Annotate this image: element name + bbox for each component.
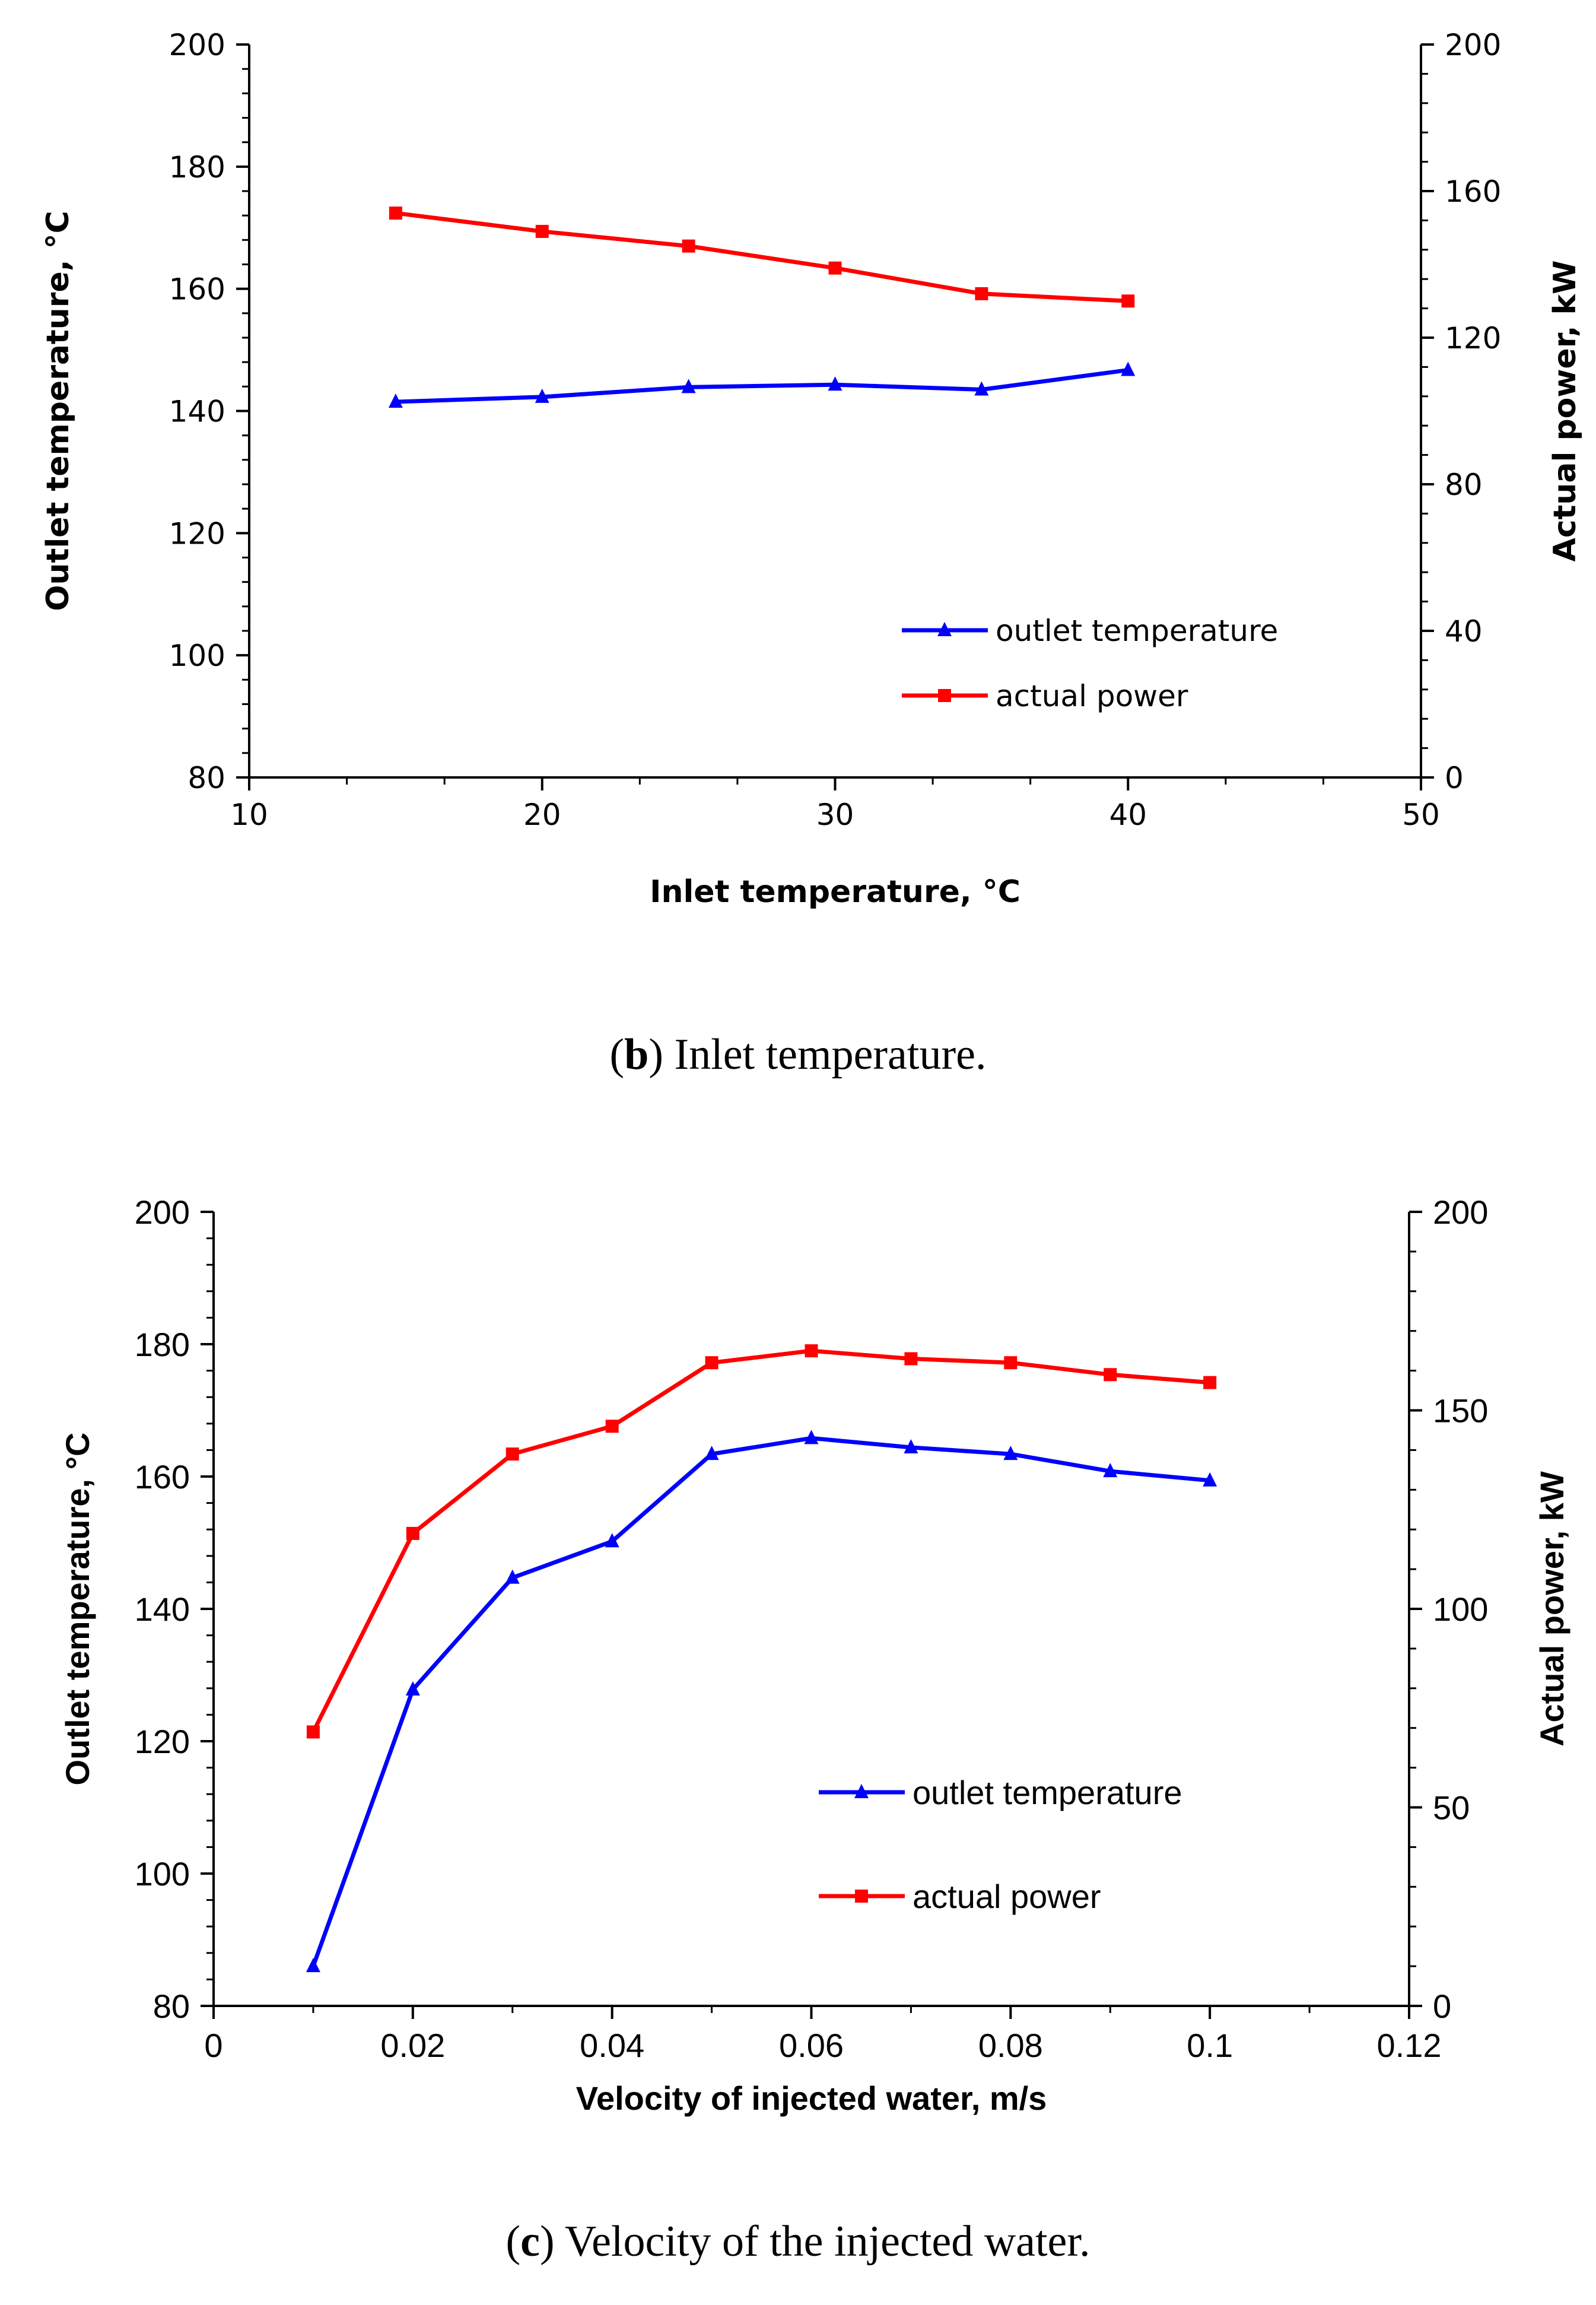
legend-marker-outlet-temperature <box>937 622 952 636</box>
y-right-tick-label: 50 <box>1433 1789 1470 1827</box>
x-tick-label: 40 <box>1109 798 1147 832</box>
point-actual-power <box>1121 294 1135 308</box>
x-tick-label: 0.12 <box>1377 2027 1442 2064</box>
y-right-tick-label: 160 <box>1445 174 1501 209</box>
y-left-tick-label: 80 <box>187 761 225 795</box>
y-left-tick-label: 160 <box>135 1458 190 1496</box>
point-outlet-temperature <box>828 376 842 391</box>
point-actual-power <box>605 1420 619 1433</box>
y-right-tick-label: 150 <box>1433 1392 1488 1430</box>
point-actual-power <box>505 1447 519 1461</box>
point-actual-power <box>306 1725 320 1739</box>
x-tick-label: 0 <box>204 2027 222 2064</box>
legend-label-actual-power: actual power <box>996 679 1188 713</box>
y-left-tick-label: 120 <box>169 516 225 551</box>
y-left-tick-label: 120 <box>135 1723 190 1760</box>
caption-c: (c) Velocity of the injected water. <box>505 2217 1091 2266</box>
point-actual-power <box>805 1344 818 1358</box>
y-left-tick-label: 180 <box>169 150 225 185</box>
point-actual-power <box>904 1352 918 1366</box>
chart-b: 10 20 30 40 50 80 100 120 140 160 180 200 0 40 80 120 16… <box>40 28 1583 910</box>
y-axis-label-left: Outlet temperature, °C <box>40 211 76 611</box>
point-actual-power <box>1004 1356 1018 1370</box>
x-tick-label: 0.1 <box>1187 2027 1233 2064</box>
point-outlet-temperature <box>681 379 696 393</box>
x-axis-label: Velocity of injected water, m/s <box>576 2079 1047 2117</box>
point-actual-power <box>1104 1368 1117 1382</box>
point-outlet-temperature <box>974 381 989 396</box>
point-actual-power <box>406 1526 419 1540</box>
y-right-tick-label: 200 <box>1433 1193 1488 1231</box>
y-axis-label-right: Actual power, kW <box>1533 1471 1570 1747</box>
point-outlet-temperature <box>1203 1472 1217 1487</box>
y-right-tick-label: 100 <box>1433 1590 1488 1628</box>
point-outlet-temperature <box>505 1569 520 1584</box>
y-left-tick-label: 140 <box>169 395 225 429</box>
point-outlet-temperature <box>306 1958 320 1973</box>
x-tick-label: 0.08 <box>978 2027 1043 2064</box>
point-outlet-temperature <box>535 388 549 403</box>
y-left-tick-label: 180 <box>135 1326 190 1363</box>
y-right-tick-label: 40 <box>1445 614 1483 649</box>
chart-c: 0 0.02 0.04 0.06 0.08 0.1 0.12 80 100 120 140 160 18… <box>59 1193 1570 2117</box>
x-tick-label: 0.04 <box>580 2027 644 2064</box>
point-actual-power <box>1203 1376 1217 1389</box>
y-right-tick-label: 120 <box>1445 321 1501 355</box>
caption-b-text: Inlet temperature. <box>663 1030 987 1079</box>
y-axis-label-left: Outlet temperature, °C <box>59 1433 96 1786</box>
series-line-outlet-temperature <box>311 1436 1210 1967</box>
point-actual-power <box>682 239 695 253</box>
legend-marker-actual-power <box>855 1890 868 1903</box>
y-right-tick-label: 200 <box>1445 28 1501 62</box>
y-left-tick-label: 160 <box>169 272 225 307</box>
point-outlet-temperature <box>704 1446 719 1461</box>
point-actual-power <box>535 224 549 238</box>
point-actual-power <box>705 1356 718 1370</box>
legend-label-actual-power: actual power <box>913 1878 1101 1915</box>
y-left-tick-label: 80 <box>153 1987 190 2025</box>
point-actual-power <box>389 207 402 220</box>
x-tick-label: 50 <box>1402 798 1440 832</box>
legend-marker-actual-power <box>938 689 951 702</box>
caption-b: (b) Inlet temperature. <box>609 1030 987 1079</box>
y-right-tick-label: 0 <box>1445 761 1464 795</box>
y-right-tick-label: 80 <box>1445 468 1483 502</box>
series-line-outlet-temperature <box>395 368 1128 404</box>
y-axis-label-right: Actual power, kW <box>1547 260 1583 561</box>
legend-label-outlet-temperature: outlet temperature <box>996 614 1278 648</box>
x-axis-label: Inlet temperature, °C <box>650 874 1020 910</box>
caption-c-label: c <box>520 2217 541 2266</box>
x-tick-label: 20 <box>523 798 561 832</box>
x-tick-label: 0.02 <box>380 2027 445 2064</box>
caption-b-label: b <box>624 1030 649 1079</box>
point-outlet-temperature <box>1121 361 1136 376</box>
x-tick-label: 30 <box>816 798 854 832</box>
legend-marker-outlet-temperature <box>854 1784 869 1798</box>
y-right-tick-label: 0 <box>1433 1987 1451 2025</box>
y-left-tick-label: 200 <box>135 1193 190 1231</box>
point-outlet-temperature <box>804 1430 819 1444</box>
caption-c-text: Velocity of the injected water. <box>554 2217 1091 2266</box>
point-outlet-temperature <box>1103 1463 1118 1478</box>
point-outlet-temperature <box>405 1681 420 1696</box>
y-left-tick-label: 100 <box>169 639 225 673</box>
point-outlet-temperature <box>388 393 403 408</box>
x-tick-label: 10 <box>230 798 268 832</box>
x-tick-label: 0.06 <box>779 2027 844 2064</box>
point-outlet-temperature <box>605 1533 619 1548</box>
y-left-tick-label: 100 <box>135 1855 190 1893</box>
legend-label-outlet-temperature: outlet temperature <box>913 1774 1182 1811</box>
point-outlet-temperature <box>904 1439 918 1453</box>
y-left-tick-label: 200 <box>169 28 225 62</box>
point-actual-power <box>975 287 988 300</box>
point-outlet-temperature <box>1003 1446 1018 1461</box>
series-line-actual-power <box>395 211 1128 303</box>
point-actual-power <box>828 261 842 275</box>
series-line-actual-power <box>311 1348 1210 1733</box>
y-left-tick-label: 140 <box>135 1590 190 1628</box>
